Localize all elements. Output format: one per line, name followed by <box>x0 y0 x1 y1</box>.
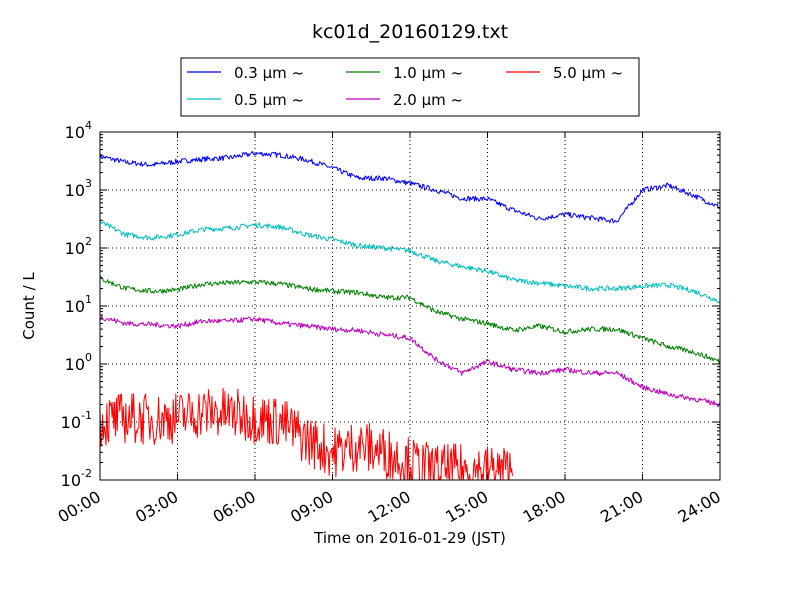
x-axis-label: Time on 2016-01-29 (JST) <box>313 529 506 547</box>
legend-label-2: 0.5 μm ~ <box>234 91 304 109</box>
y-axis-label: Count / L <box>20 272 38 340</box>
legend-label-4: 2.0 μm ~ <box>393 91 463 109</box>
series-line-1 <box>99 150 721 224</box>
legend-label-3: 1.0 μm ~ <box>393 64 463 82</box>
chart-title: kc01d_20160129.txt <box>312 21 508 43</box>
gridlines <box>100 132 720 480</box>
legend: 0.3 μm ~ 1.0 μm ~ 5.0 μm ~ 0.5 μm ~ 2.0 μm ~ <box>180 57 640 117</box>
series-layer <box>99 150 721 481</box>
series-line-4 <box>99 315 721 407</box>
legend-label-5: 5.0 μm ~ <box>553 64 623 82</box>
legend-frame <box>180 57 640 117</box>
series-line-2 <box>99 221 721 304</box>
legend-label-1: 0.3 μm ~ <box>234 64 304 82</box>
ticks <box>99 131 721 481</box>
series-line-5 <box>99 387 513 481</box>
series-line-3 <box>99 275 721 364</box>
